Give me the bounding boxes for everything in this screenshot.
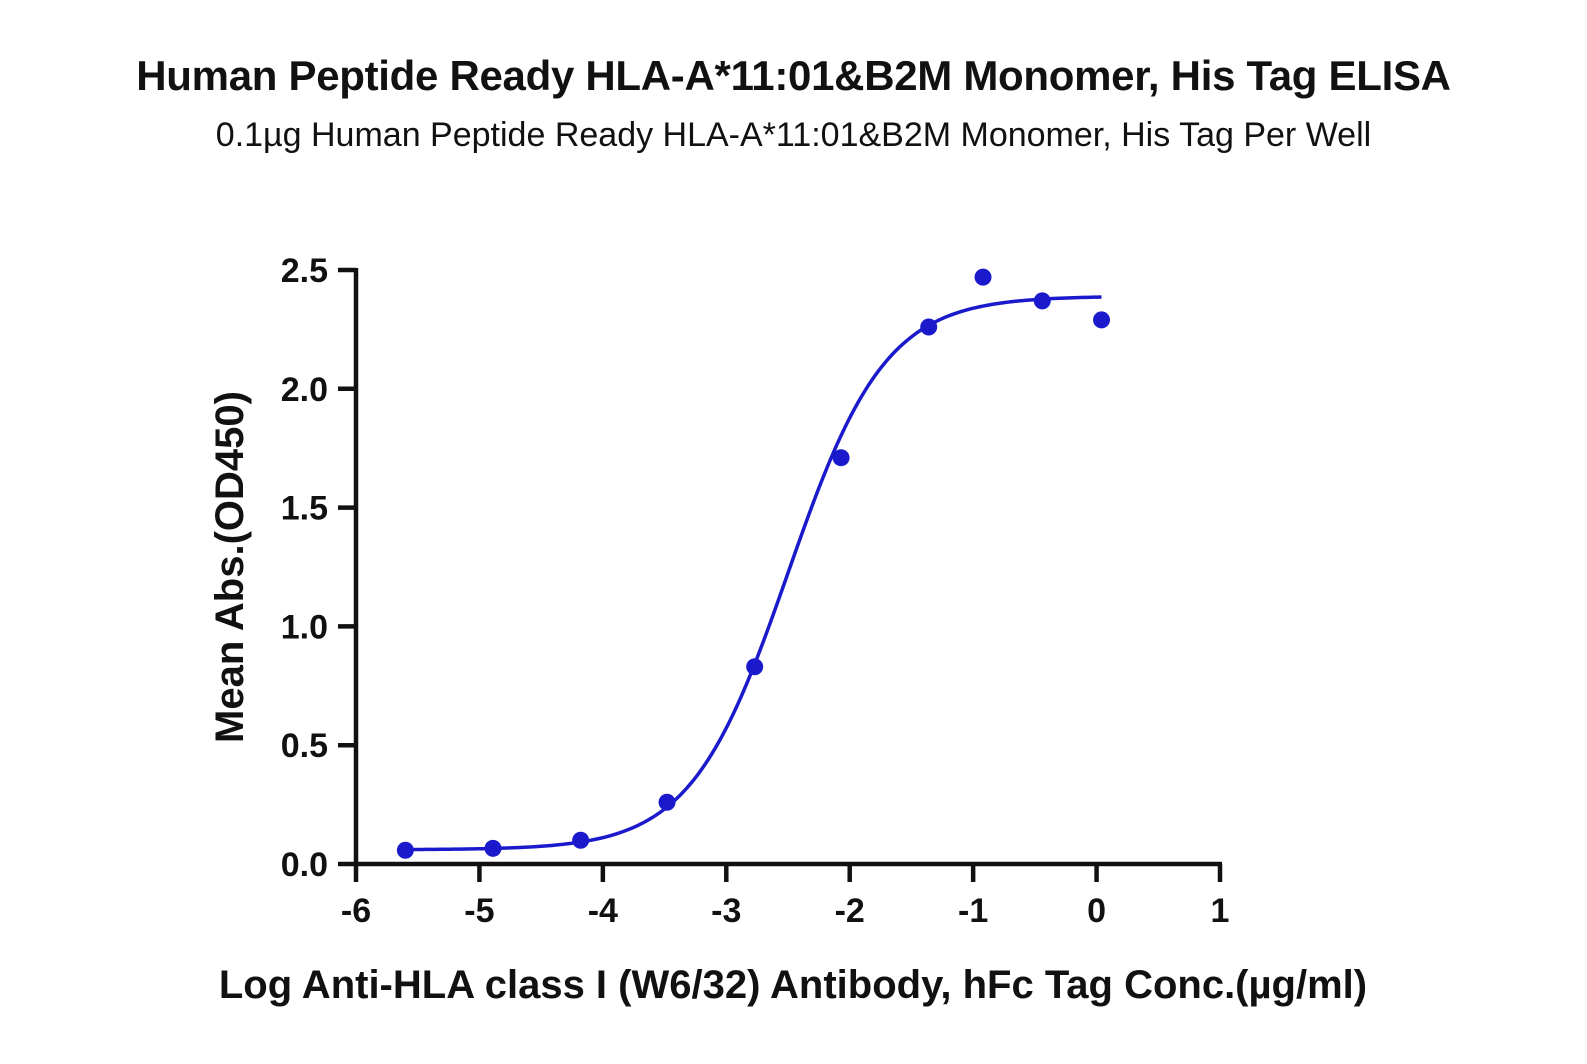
y-tick-label: 1.5 (281, 490, 328, 528)
data-point (920, 318, 938, 336)
x-tick-label: -6 (341, 892, 371, 930)
y-tick-label: 2.0 (281, 371, 328, 409)
x-tick-label: -1 (958, 892, 988, 930)
chart-title: Human Peptide Ready HLA-A*11:01&B2M Mono… (136, 52, 1451, 99)
data-point (832, 449, 850, 467)
data-points (396, 268, 1111, 859)
y-tick-label: 0.5 (281, 727, 328, 765)
fit-curve (405, 295, 1102, 852)
fit-curve-group (405, 295, 1102, 852)
x-tick-label: -2 (835, 892, 865, 930)
data-point (746, 658, 764, 676)
data-point (572, 831, 590, 849)
data-point (1033, 292, 1051, 310)
data-point (396, 841, 414, 859)
y-axis-title: Mean Abs.(OD450) (208, 391, 252, 743)
x-tick-label: -3 (711, 892, 741, 930)
x-tick-label: -4 (588, 892, 618, 930)
y-tick-label: 2.5 (281, 252, 328, 290)
x-tick-label: -5 (464, 892, 494, 930)
y-tick-label: 1.0 (281, 608, 328, 646)
axes: 0.0 0.5 1.0 1.5 2.0 2.5 -6 -5 -4 -3 -2 -1 0 1 (281, 252, 1230, 930)
data-point (484, 839, 502, 857)
data-point (658, 793, 676, 811)
x-tick-label: 1 (1211, 892, 1230, 930)
chart-subtitle: 0.1µg Human Peptide Ready HLA-A*11:01&B2… (215, 116, 1372, 154)
data-point (974, 268, 992, 286)
y-tick-label: 0.0 (281, 846, 328, 884)
data-point (1093, 311, 1111, 329)
x-tick-label: 0 (1087, 892, 1106, 930)
x-axis-title: Log Anti-HLA class I (W6/32) Antibody, h… (219, 963, 1367, 1007)
